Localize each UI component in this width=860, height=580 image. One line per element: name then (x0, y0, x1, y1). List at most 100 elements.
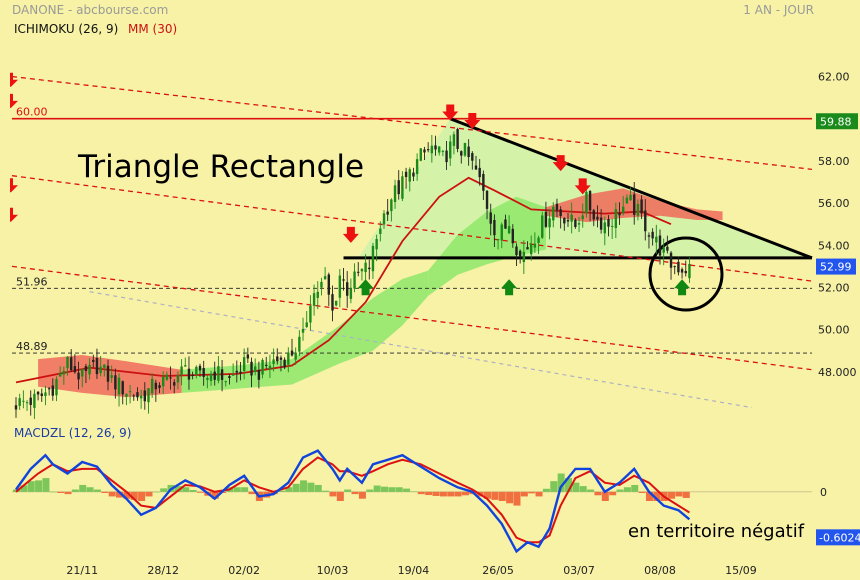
candle (357, 262, 360, 277)
candle (610, 218, 614, 239)
candle (327, 272, 330, 306)
candle-body (224, 381, 227, 383)
candle-body (390, 199, 393, 212)
candle (636, 199, 640, 221)
candle-body (25, 402, 29, 404)
candle (607, 215, 610, 237)
candle (70, 349, 73, 372)
candle (88, 358, 91, 380)
candle-body (511, 228, 514, 244)
candle (423, 146, 426, 160)
candle-body (680, 269, 684, 273)
macd-histogram-bar (668, 491, 676, 499)
candle-body (375, 239, 378, 250)
candle-body (438, 146, 441, 153)
edge-arrow (10, 178, 18, 193)
candle (618, 202, 621, 225)
macd-histogram-bar (300, 480, 308, 492)
candle (33, 389, 36, 419)
macd-histogram-bar (358, 491, 366, 499)
candle-body (382, 213, 386, 225)
candle (150, 373, 154, 398)
candle-body (507, 226, 511, 234)
candle-body (474, 165, 478, 170)
candle-body (633, 194, 636, 215)
candle (342, 268, 345, 291)
candle-body (44, 392, 47, 396)
candle (346, 271, 349, 308)
candle-body (518, 250, 522, 258)
macd-histogram-bar (498, 491, 506, 501)
candle (331, 285, 334, 322)
candle (125, 393, 128, 406)
candle (566, 213, 570, 227)
candle-body (452, 134, 456, 146)
candle (95, 348, 99, 380)
candle-body (614, 209, 618, 228)
macd-histogram-bar (447, 491, 455, 497)
candle (294, 347, 297, 365)
macd-histogram-bar (645, 491, 653, 501)
candle (507, 215, 511, 235)
candle-body (195, 366, 198, 375)
candle (438, 146, 441, 156)
candle-body (33, 393, 36, 408)
candle (217, 356, 220, 384)
candle (449, 135, 452, 166)
edge-arrow (10, 93, 18, 108)
candle-body (58, 372, 62, 377)
macd-histogram-bar (314, 484, 322, 492)
macd-histogram-bar (638, 491, 646, 493)
candle (559, 206, 562, 229)
candle (655, 224, 658, 254)
candle-body (357, 271, 360, 273)
candle-body (655, 236, 658, 243)
y-tick-label: 52.00 (818, 281, 850, 294)
macd-histogram-bar (528, 491, 536, 494)
macd-histogram-bar (609, 491, 617, 496)
candle-body (73, 366, 77, 373)
candle (176, 371, 180, 390)
candle (592, 208, 595, 227)
buy-arrow (357, 279, 374, 296)
candle (500, 222, 503, 249)
macd-histogram-bar (594, 491, 602, 496)
macd-histogram-bar (233, 487, 241, 492)
macd-histogram-bar (277, 490, 285, 492)
candle-body (246, 354, 250, 359)
candle (58, 366, 62, 377)
candle (77, 361, 80, 390)
candle (360, 268, 364, 281)
candle (647, 232, 651, 249)
candle-body (136, 392, 139, 398)
candle-body (441, 150, 445, 152)
candle (349, 278, 353, 304)
macd-histogram-bar (557, 473, 565, 492)
candle (165, 371, 169, 381)
candle-body (533, 243, 537, 248)
candle (228, 374, 231, 385)
candle-body (610, 225, 614, 227)
candle-body (14, 405, 18, 410)
candle-body (625, 197, 629, 204)
candle (533, 232, 537, 253)
candle (673, 265, 676, 275)
sell-arrow (342, 226, 359, 243)
candle (162, 371, 165, 394)
macd-histogram-bar (344, 489, 352, 492)
candle-body (294, 352, 297, 360)
candle (334, 300, 338, 307)
candle-body (272, 359, 275, 365)
macd-histogram-bar (653, 491, 661, 501)
candle-body (84, 366, 88, 371)
candle (544, 201, 548, 229)
y-tick-label: 58.00 (818, 155, 850, 168)
candle (301, 317, 305, 341)
candle-body (622, 206, 625, 213)
macd-histogram-bar (425, 491, 433, 496)
candle-body (184, 365, 187, 367)
candle (81, 368, 84, 388)
level-label: 51.96 (16, 275, 48, 288)
macd-histogram-bar (35, 480, 43, 492)
